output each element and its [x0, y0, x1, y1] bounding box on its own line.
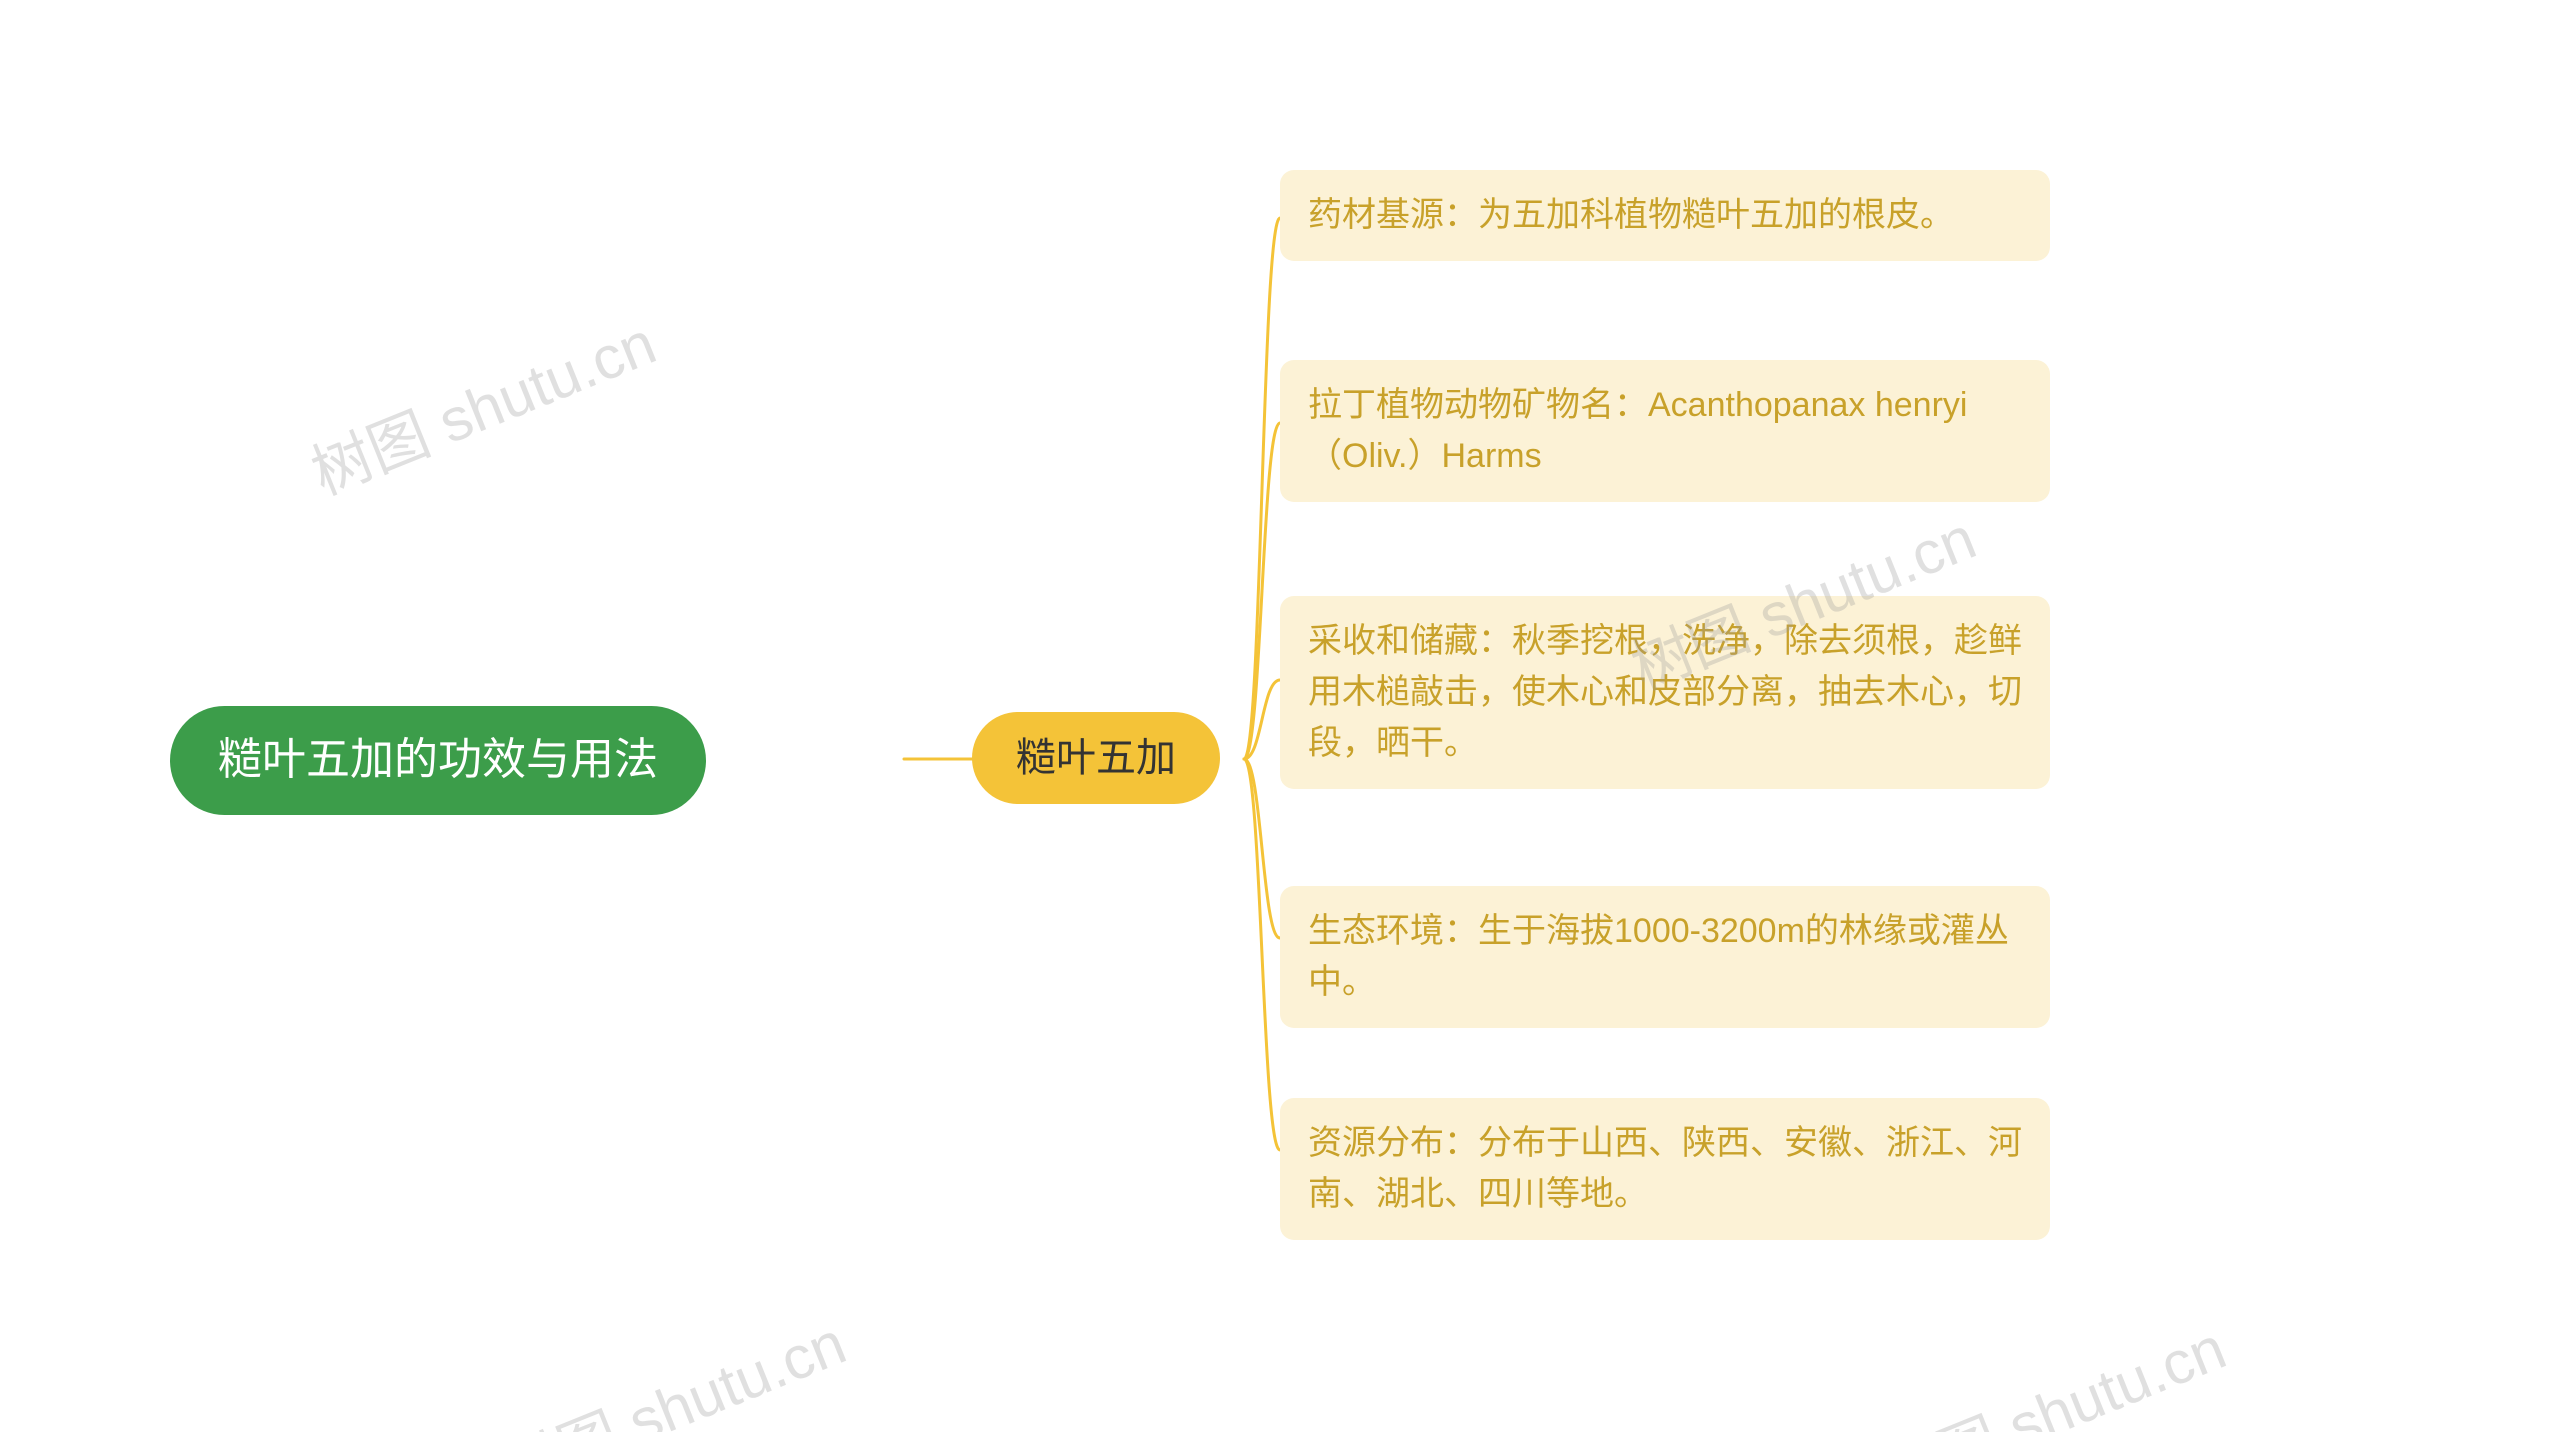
leaf-node-4[interactable]: 生态环境：生于海拔1000-3200m的林缘或灌丛中。 [1280, 886, 2050, 1028]
leaf-node-2[interactable]: 拉丁植物动物矿物名：Acanthopanax henryi （Oliv.）Har… [1280, 360, 2050, 502]
watermark-4: 树图 shutu.cn [1867, 1300, 2237, 1432]
watermark-3: 树图 shutu.cn [487, 1295, 857, 1432]
mindmap-canvas: 糙叶五加的功效与用法 糙叶五加 药材基源：为五加科植物糙叶五加的根皮。 拉丁植物… [0, 0, 2560, 1432]
watermark-1: 树图 shutu.cn [297, 295, 667, 512]
sub-node[interactable]: 糙叶五加 [972, 712, 1220, 804]
leaf-node-1[interactable]: 药材基源：为五加科植物糙叶五加的根皮。 [1280, 170, 2050, 261]
leaf-node-5[interactable]: 资源分布：分布于山西、陕西、安徽、浙江、河南、湖北、四川等地。 [1280, 1098, 2050, 1240]
leaf-node-3[interactable]: 采收和储藏：秋季挖根，洗净，除去须根，趁鲜用木槌敲击，使木心和皮部分离，抽去木心… [1280, 596, 2050, 789]
root-node[interactable]: 糙叶五加的功效与用法 [170, 706, 706, 815]
